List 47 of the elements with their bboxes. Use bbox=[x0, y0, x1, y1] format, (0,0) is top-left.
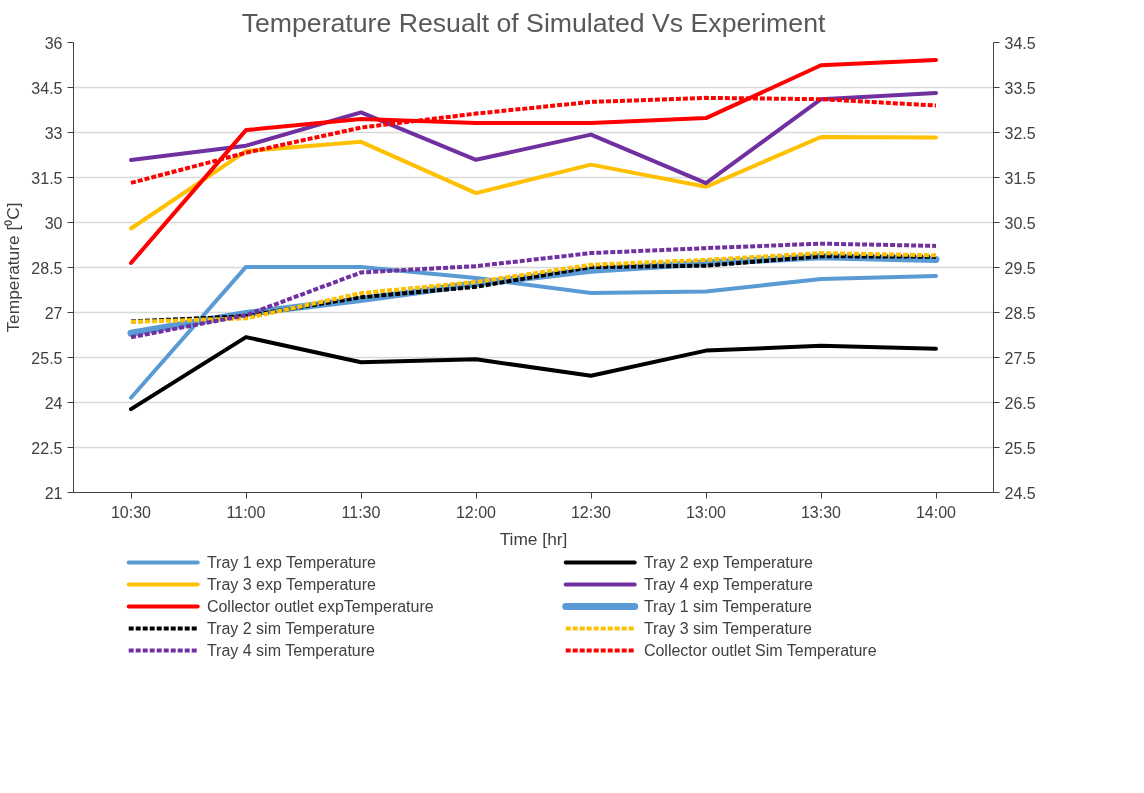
legend-label: Tray 1 exp Temperature bbox=[206, 554, 376, 571]
y2-tick-label: 34.5 bbox=[1004, 34, 1036, 52]
x-tick-label: 11:00 bbox=[226, 503, 266, 521]
legend-label: Collector outlet Sim Temperature bbox=[643, 642, 877, 659]
y2-tick-label: 33.5 bbox=[1004, 79, 1036, 97]
y2-tick-label: 29.5 bbox=[1004, 259, 1036, 277]
y2-tick-label: 27.5 bbox=[1004, 349, 1036, 367]
y-tick-label: 34.5 bbox=[31, 79, 63, 97]
y-tick-label: 25.5 bbox=[31, 349, 63, 367]
x-tick-label: 12:30 bbox=[570, 503, 612, 521]
y-tick-label: 27 bbox=[44, 304, 63, 322]
y-axis-title: Temperature [⁰C] bbox=[3, 202, 24, 333]
legend-label: Tray 1 sim Temperature bbox=[643, 598, 813, 615]
y2-tick-label: 28.5 bbox=[1004, 304, 1036, 322]
line-series bbox=[129, 57, 938, 265]
x-tick-label: 14:00 bbox=[915, 503, 957, 521]
legend-label: Tray 3 exp Temperature bbox=[206, 576, 376, 593]
y-tick-label: 36 bbox=[44, 34, 63, 52]
x-tick-label: 10:30 bbox=[110, 503, 152, 521]
y2-tick-label: 26.5 bbox=[1004, 394, 1036, 412]
chart-title: Temperature Resualt of Simulated Vs Experiment bbox=[241, 7, 826, 38]
y2-tick-label: 25.5 bbox=[1004, 439, 1036, 457]
y-tick-label: 22.5 bbox=[31, 439, 63, 457]
x-tick-label: 13:00 bbox=[685, 503, 727, 521]
legend-label: Tray 4 sim Temperature bbox=[206, 642, 376, 659]
x-axis-title: Time [hr] bbox=[499, 528, 568, 549]
y-tick-label: 28.5 bbox=[31, 259, 63, 277]
legend-label: Tray 2 sim Temperature bbox=[206, 620, 376, 637]
y-tick-label: 21 bbox=[44, 484, 63, 502]
x-tick-label: 13:30 bbox=[800, 503, 842, 521]
y-tick-label: 31.5 bbox=[31, 169, 63, 187]
y-tick-label: 24 bbox=[44, 394, 63, 412]
legend-label: Tray 4 exp Temperature bbox=[643, 576, 813, 593]
line-series bbox=[129, 335, 938, 412]
line-series bbox=[129, 241, 938, 340]
y2-tick-label: 24.5 bbox=[1004, 484, 1036, 502]
y2-tick-label: 30.5 bbox=[1004, 214, 1036, 232]
x-tick-label: 11:30 bbox=[341, 503, 381, 521]
y2-tick-label: 31.5 bbox=[1004, 169, 1036, 187]
legend-label: Collector outlet expTemperature bbox=[206, 598, 434, 615]
y-tick-label: 30 bbox=[44, 214, 63, 232]
line-series bbox=[129, 135, 938, 231]
y2-tick-label: 32.5 bbox=[1004, 124, 1036, 142]
x-tick-label: 12:00 bbox=[455, 503, 497, 521]
legend-label: Tray 3 sim Temperature bbox=[643, 620, 813, 637]
legend-label: Tray 2 exp Temperature bbox=[643, 554, 813, 571]
y-tick-label: 33 bbox=[44, 124, 63, 142]
